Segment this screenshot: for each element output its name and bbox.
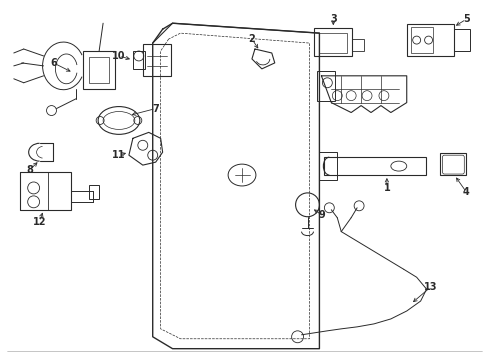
Text: 6: 6 <box>50 58 57 68</box>
Text: 3: 3 <box>329 14 336 24</box>
Bar <box>20 172 47 210</box>
Bar <box>410 27 432 53</box>
Bar <box>20 172 71 210</box>
Bar <box>314 28 351 56</box>
Bar <box>440 153 466 175</box>
Bar <box>133 51 144 69</box>
Text: 9: 9 <box>317 210 324 220</box>
Text: 5: 5 <box>462 14 468 24</box>
Text: 2: 2 <box>248 34 255 44</box>
Bar <box>453 29 469 51</box>
Bar <box>83 51 115 89</box>
Text: 12: 12 <box>33 217 46 227</box>
Bar <box>89 185 99 199</box>
Bar <box>142 44 170 76</box>
Bar <box>317 71 335 100</box>
Bar <box>324 157 425 175</box>
Text: 10: 10 <box>112 51 125 61</box>
Text: 8: 8 <box>26 165 33 175</box>
Bar <box>89 57 109 83</box>
Bar <box>319 152 337 180</box>
Text: 4: 4 <box>462 187 468 197</box>
Text: 1: 1 <box>383 183 389 193</box>
Text: 11: 11 <box>112 150 125 160</box>
Text: 7: 7 <box>152 104 159 113</box>
Bar <box>351 39 364 51</box>
Text: 13: 13 <box>423 282 436 292</box>
Bar <box>319 33 346 53</box>
Bar <box>406 24 453 56</box>
